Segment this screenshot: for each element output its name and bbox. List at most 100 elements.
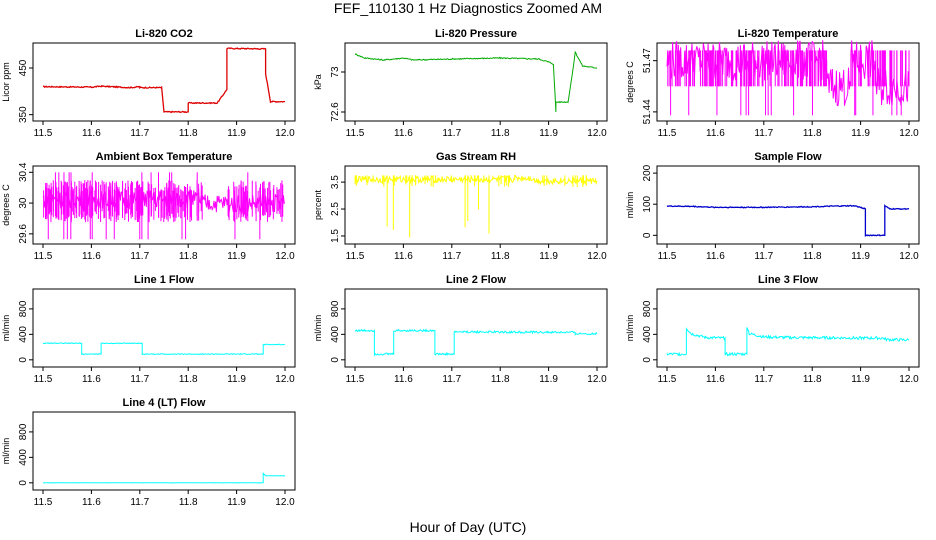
x-tick-label: 11.9 — [227, 374, 246, 385]
y-tick-label: 30.4 — [18, 162, 29, 182]
x-tick-label: 11.5 — [34, 497, 53, 508]
panel-title: Li-820 Pressure — [435, 28, 517, 40]
panel-pressure: Li-820 Pressure kPa 11.5 11.6 11.7 11.8 11.9 12… — [313, 28, 608, 139]
x-tick-label: 12.0 — [587, 374, 607, 385]
y-tick-label: 100 — [642, 195, 653, 212]
x-tick-label: 11.5 — [34, 128, 53, 139]
x-tick-label: 11.8 — [179, 497, 198, 508]
series-line-pressure — [354, 50, 598, 113]
y-axis-label: percent — [313, 189, 323, 220]
x-tick-label: 11.5 — [658, 374, 677, 385]
series-line-rh — [354, 174, 598, 186]
panel-line4: Line 4 (LT) Flow ml/min 11.5 11.6 11.7 11.8 11… — [1, 397, 296, 508]
panel-line1: Line 1 Flow ml/min 11.5 11.6 11.7 11.8 11.9 12.… — [1, 274, 296, 385]
x-tick-label: 11.7 — [130, 497, 149, 508]
x-tick-label: 11.7 — [442, 374, 461, 385]
series-line-sample_flow — [666, 204, 910, 237]
y-axis-label: ml/min — [1, 315, 11, 342]
plot-frame — [656, 42, 920, 122]
plot-frame — [656, 165, 920, 245]
x-tick-label: 12.0 — [275, 497, 295, 508]
y-axis-label: degrees C — [1, 184, 11, 226]
y-tick-label: 400 — [18, 326, 29, 343]
figure-x-label: Hour of Day (UTC) — [410, 519, 527, 535]
x-tick-label: 12.0 — [899, 128, 919, 139]
y-tick-label: 450 — [18, 59, 29, 76]
x-tick-label: 11.8 — [803, 251, 822, 262]
x-tick-label: 11.6 — [82, 497, 101, 508]
plot-frame — [32, 165, 296, 245]
y-tick-label: 3.5 — [330, 175, 341, 189]
x-tick-label: 11.7 — [754, 374, 773, 385]
x-tick-label: 11.7 — [754, 128, 773, 139]
x-tick-label: 11.7 — [130, 374, 149, 385]
y-axis-label: kPa — [313, 74, 323, 90]
x-tick-label: 11.6 — [706, 251, 725, 262]
y-tick-label: 30 — [18, 197, 29, 209]
y-tick-label: 0 — [642, 232, 653, 238]
series-line-line4 — [43, 471, 286, 484]
y-tick-label: 73 — [330, 66, 341, 78]
x-tick-label: 11.5 — [34, 374, 53, 385]
y-tick-label: 200 — [642, 164, 653, 181]
panel-co2: Li-820 CO2 Licor ppm 11.5 11.6 11.7 11.8 11.9 1… — [1, 28, 296, 139]
panel-title: Line 3 Flow — [758, 274, 818, 286]
x-tick-label: 11.9 — [227, 128, 246, 139]
x-tick-label: 11.6 — [82, 374, 101, 385]
x-tick-label: 12.0 — [899, 374, 919, 385]
x-tick-label: 11.8 — [491, 128, 510, 139]
series-line-line3 — [666, 327, 910, 357]
x-tick-label: 11.5 — [34, 251, 53, 262]
x-tick-label: 11.9 — [851, 251, 870, 262]
y-tick-label: 400 — [642, 326, 653, 343]
x-tick-label: 11.9 — [851, 374, 870, 385]
y-axis-label: degrees C — [625, 61, 635, 103]
x-tick-label: 11.6 — [706, 374, 725, 385]
x-tick-label: 11.9 — [539, 251, 558, 262]
panel-sample_flow: Sample Flow ml/min 11.5 11.6 11.7 11.8 11.9 12.… — [625, 151, 920, 262]
y-tick-label: 0 — [18, 357, 29, 363]
y-tick-label: 0 — [330, 357, 341, 363]
y-axis-label: Licor ppm — [1, 62, 11, 102]
x-tick-label: 11.6 — [394, 128, 413, 139]
series-line-line2 — [354, 328, 598, 357]
x-tick-label: 11.7 — [130, 251, 149, 262]
panel-title: Line 4 (LT) Flow — [123, 397, 206, 409]
x-tick-label: 11.9 — [539, 374, 558, 385]
y-tick-label: 51.44 — [642, 99, 653, 124]
y-tick-label: 400 — [18, 449, 29, 466]
panel-title: Line 1 Flow — [134, 274, 194, 286]
x-tick-label: 11.8 — [491, 374, 510, 385]
panel-title: Gas Stream RH — [436, 151, 516, 163]
panel-title: Sample Flow — [754, 151, 822, 163]
x-tick-label: 11.5 — [346, 128, 365, 139]
x-tick-label: 11.5 — [346, 374, 365, 385]
x-tick-label: 11.8 — [491, 251, 510, 262]
x-tick-label: 11.6 — [82, 128, 101, 139]
x-tick-label: 11.8 — [803, 374, 822, 385]
series-spikes-rh — [354, 175, 587, 238]
panel-title: Li-820 CO2 — [135, 28, 192, 40]
y-tick-label: 800 — [18, 423, 29, 440]
panel-line2: Line 2 Flow ml/min 11.5 11.6 11.7 11.8 11.9 12.… — [313, 274, 608, 385]
x-tick-label: 11.8 — [803, 128, 822, 139]
x-tick-label: 11.7 — [130, 128, 149, 139]
x-tick-label: 11.9 — [227, 497, 246, 508]
y-tick-label: 0 — [642, 357, 653, 363]
x-tick-label: 11.5 — [658, 128, 677, 139]
panel-box_temp: Ambient Box Temperature degrees C 11.5 11.6… — [1, 151, 296, 262]
x-tick-label: 12.0 — [275, 251, 295, 262]
x-tick-label: 12.0 — [275, 128, 295, 139]
y-tick-label: 800 — [330, 300, 341, 317]
x-tick-label: 12.0 — [899, 251, 919, 262]
y-axis-label: ml/min — [313, 315, 323, 342]
plot-frame — [32, 42, 296, 122]
panel-title: Li-820 Temperature — [738, 28, 839, 40]
plot-frame — [32, 411, 296, 491]
x-tick-label: 11.9 — [539, 128, 558, 139]
y-tick-label: 400 — [330, 326, 341, 343]
y-tick-label: 29.6 — [18, 224, 29, 244]
plot-frame — [344, 42, 608, 122]
x-tick-label: 11.7 — [442, 128, 461, 139]
plot-frame — [32, 288, 296, 368]
